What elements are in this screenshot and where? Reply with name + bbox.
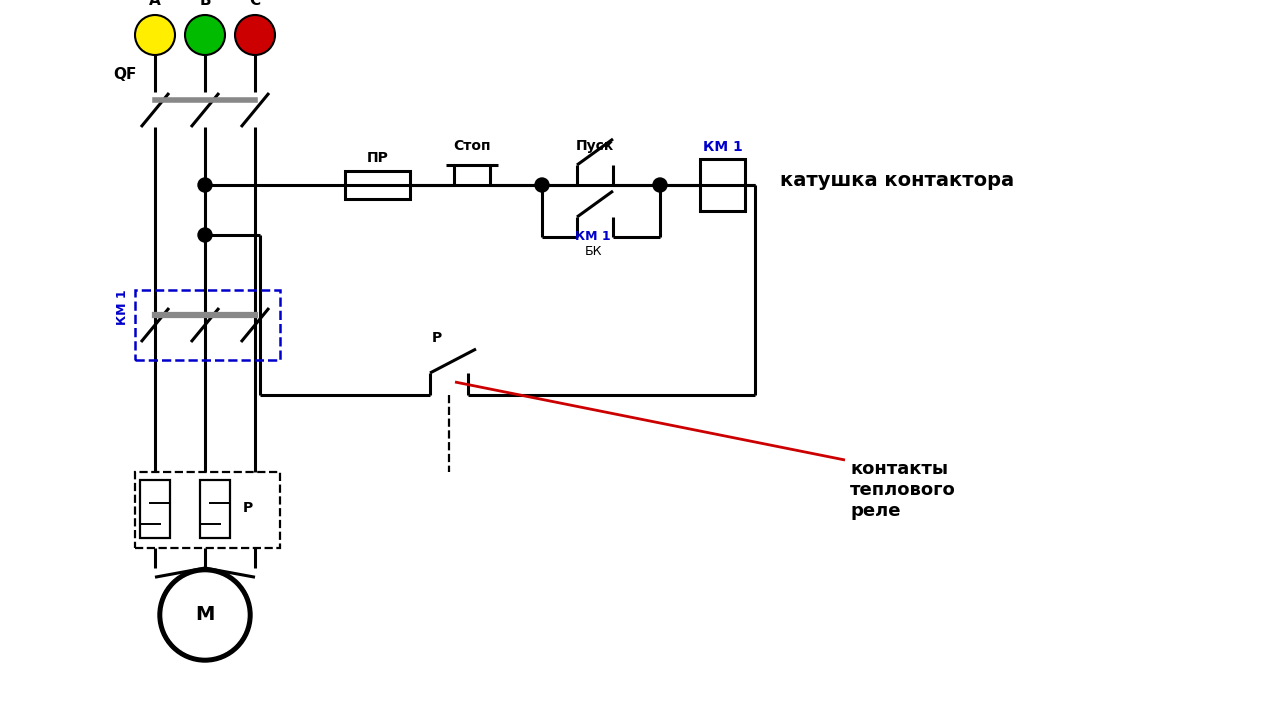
Bar [140,480,170,538]
Bar [346,171,410,199]
Circle shape [198,228,212,242]
Bar [134,472,280,548]
Circle shape [157,568,252,662]
Text: QF: QF [114,67,137,82]
Text: КМ 1: КМ 1 [703,140,742,154]
Text: КМ 1: КМ 1 [575,230,611,243]
Text: Р: Р [243,501,253,515]
Circle shape [198,178,212,192]
Circle shape [653,178,667,192]
Bar [200,480,230,538]
Circle shape [134,15,175,55]
Text: B: B [200,0,211,8]
Circle shape [535,178,549,192]
Bar [134,290,280,360]
Text: Пуск: Пуск [576,139,614,153]
Text: ПР: ПР [366,151,388,165]
Text: A: A [150,0,161,8]
Text: контакты
теплового
реле: контакты теплового реле [850,460,956,520]
Text: Р: Р [431,331,443,345]
Text: М: М [196,606,215,624]
Bar [700,159,745,211]
Text: КМ 1: КМ 1 [116,289,129,325]
Text: БК: БК [584,245,602,258]
Text: C: C [250,0,261,8]
Circle shape [186,15,225,55]
Text: Стоп: Стоп [453,139,490,153]
Text: катушка контактора: катушка контактора [780,171,1014,189]
Circle shape [163,573,247,657]
Circle shape [236,15,275,55]
